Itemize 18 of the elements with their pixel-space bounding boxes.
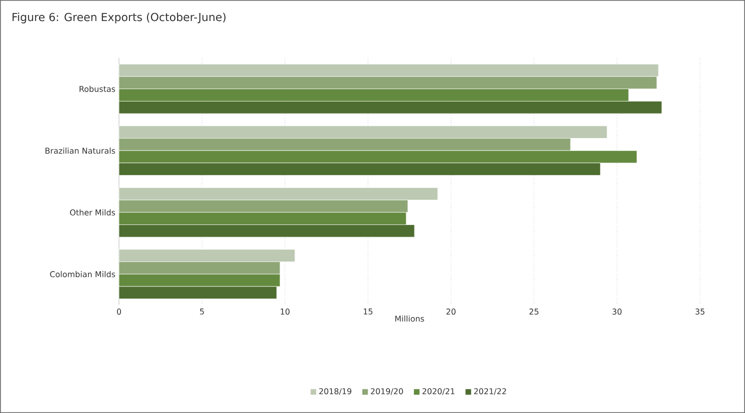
chart-title: Figure 6: Green Exports (October-June) bbox=[12, 12, 226, 24]
x-tick-label: 5 bbox=[200, 308, 204, 314]
x-tick-label: 30 bbox=[612, 308, 622, 315]
x-tick-label: 25 bbox=[529, 308, 538, 315]
y-tick-label: Robustas bbox=[80, 86, 116, 92]
x-tick-label: 0 bbox=[116, 308, 122, 315]
x-tick-label: 10 bbox=[280, 308, 290, 315]
x-tick-label: 20 bbox=[446, 308, 456, 315]
legend-label: 2020/21 bbox=[422, 388, 454, 395]
legend-label: 2018/19 bbox=[319, 388, 352, 395]
legend-label: 2019/20 bbox=[370, 388, 403, 395]
x-tick-label: 35 bbox=[696, 308, 704, 315]
y-tick-label: Colombian Milds bbox=[50, 271, 116, 278]
x-axis-title: Millions bbox=[395, 315, 424, 322]
legend-label: 2021/22 bbox=[474, 388, 506, 395]
y-tick-label: Brazilian Naturals bbox=[46, 148, 116, 154]
x-tick-label: 15 bbox=[364, 308, 372, 314]
y-tick-label: Other Milds bbox=[70, 209, 116, 216]
